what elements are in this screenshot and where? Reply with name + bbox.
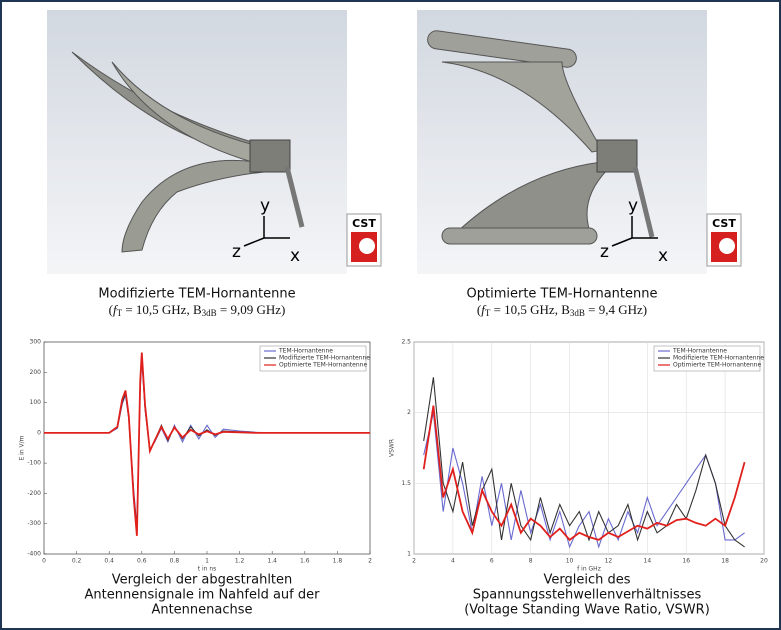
y-tick-label: -300	[27, 520, 41, 527]
x-tick-label: 1	[205, 558, 209, 565]
axis-letter: z	[232, 242, 241, 262]
legend-label: Modifizierte TEM-Hornantenne	[673, 355, 764, 362]
chart-caption: Antennenachse	[151, 603, 252, 618]
chart-caption: Spannungsstehwellenverhältnisses	[473, 588, 702, 603]
axis-letter: y	[260, 196, 270, 216]
x-tick-label: 0	[42, 558, 46, 565]
render-optimized	[417, 10, 707, 274]
y-tick-label: 100	[30, 399, 42, 406]
legend-label: Optimierte TEM-Hornantenne	[279, 362, 367, 369]
render-background	[47, 10, 347, 274]
chart-caption: Vergleich des	[543, 573, 630, 588]
chart-caption: Vergleich der abgestrahlten	[112, 573, 293, 588]
legend-label: TEM-Hornantenne	[672, 348, 727, 355]
formula-part: 3dB	[570, 308, 585, 318]
y-tick-label: 0	[37, 429, 41, 436]
formula-part: = 9,4 GHz)	[585, 302, 647, 317]
logo-text: CST	[352, 217, 376, 230]
feed-block	[250, 140, 290, 172]
axis-letter: x	[658, 246, 668, 266]
x-axis-label: t in ns	[198, 566, 217, 573]
logo-icon	[719, 238, 735, 254]
x-tick-label: 2	[368, 558, 372, 565]
y-tick-label: 1	[407, 551, 411, 558]
legend-label: Optimierte TEM-Hornantenne	[673, 362, 761, 369]
y-axis-label: VSWR	[389, 439, 396, 457]
y-tick-label: 1.5	[401, 480, 411, 487]
figure: yzxCSTModifizierte TEM-Hornantenne(fT = …	[0, 0, 781, 630]
formula-part: = 10,5 GHz, B	[490, 302, 570, 317]
caption: Modifizierte TEM-Hornantenne	[98, 287, 295, 302]
formula-part: 3dB	[202, 308, 217, 318]
x-tick-label: 2	[412, 558, 416, 565]
y-tick-label: 200	[30, 369, 42, 376]
x-axis-label: f in GHz	[577, 566, 601, 573]
roller	[442, 228, 597, 244]
x-tick-label: 1.8	[333, 558, 343, 565]
y-tick-label: 2	[407, 409, 411, 416]
feed-block	[597, 140, 637, 172]
plot-area	[44, 342, 370, 554]
x-tick-label: 0.8	[170, 558, 180, 565]
x-tick-label: 18	[721, 558, 729, 565]
y-tick-label: 300	[30, 339, 42, 346]
x-tick-label: 8	[529, 558, 533, 565]
formula-part: = 10,5 GHz, B	[122, 302, 202, 317]
axis-letter: x	[290, 246, 300, 266]
x-tick-label: 1.4	[267, 558, 277, 565]
y-axis-label: E in V/m	[19, 435, 26, 460]
x-tick-label: 0.4	[104, 558, 114, 565]
render-modified	[47, 10, 347, 274]
x-tick-label: 16	[682, 558, 690, 565]
x-tick-label: 10	[566, 558, 574, 565]
x-tick-label: 20	[760, 558, 768, 565]
axis-letter: z	[600, 242, 609, 262]
y-tick-label: -400	[27, 551, 41, 558]
figure-canvas: yzxCSTModifizierte TEM-Hornantenne(fT = …	[2, 2, 779, 628]
x-tick-label: 4	[451, 558, 455, 565]
x-tick-label: 0.6	[137, 558, 147, 565]
x-tick-label: 0.2	[72, 558, 82, 565]
x-tick-label: 12	[605, 558, 613, 565]
axis-letter: y	[628, 196, 638, 216]
chart-caption: Antennensignale im Nahfeld auf der	[85, 588, 321, 603]
legend-label: TEM-Hornantenne	[278, 348, 333, 355]
caption-formula: (fT = 10,5 GHz, B3dB = 9,09 GHz)	[109, 302, 286, 318]
x-tick-label: 14	[644, 558, 652, 565]
x-tick-label: 6	[490, 558, 494, 565]
logo-icon	[359, 238, 375, 254]
formula-part: = 9,09 GHz)	[217, 302, 286, 317]
legend-label: Modifizierte TEM-Hornantenne	[279, 355, 370, 362]
chart-caption: (Voltage Standing Wave Ratio, VSWR)	[464, 603, 710, 618]
y-tick-label: 2.5	[401, 339, 411, 346]
caption-formula: (fT = 10,5 GHz, B3dB = 9,4 GHz)	[477, 302, 647, 318]
logo-text: CST	[712, 217, 736, 230]
y-tick-label: -100	[27, 460, 41, 467]
caption: Optimierte TEM-Hornantenne	[467, 287, 658, 302]
x-tick-label: 1.6	[300, 558, 310, 565]
x-tick-label: 1.2	[235, 558, 245, 565]
y-tick-label: -200	[27, 490, 41, 497]
